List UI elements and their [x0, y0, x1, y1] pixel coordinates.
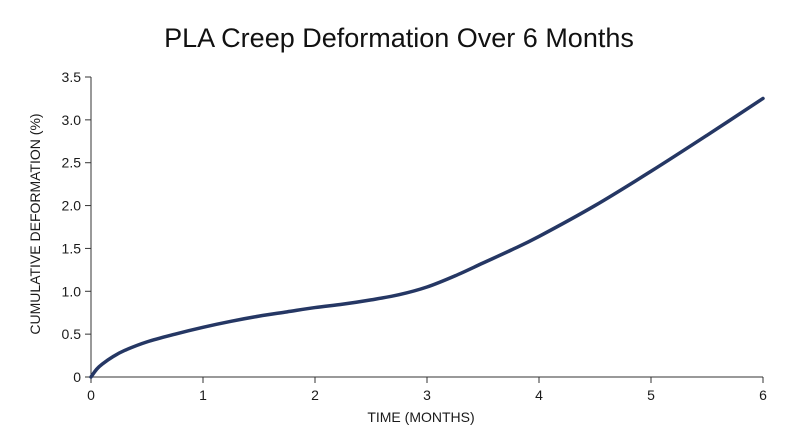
- x-tick-label: 1: [199, 387, 207, 403]
- series-line: [89, 96, 765, 379]
- y-axis-ticks: 0 0.5 1.0 1.5 2.0 2.5 3.0 3.5: [62, 69, 91, 385]
- x-tick-label: 3: [423, 387, 431, 403]
- x-tick-label: 5: [647, 387, 655, 403]
- x-tick-label: 2: [311, 387, 319, 403]
- x-tick-label: 4: [535, 387, 543, 403]
- y-tick-label: 0: [73, 369, 81, 385]
- x-tick-label: 0: [87, 387, 95, 403]
- x-axis-label: TIME (MONTHS): [367, 409, 474, 425]
- y-tick-label: 2.5: [62, 155, 82, 171]
- y-tick-label: 0.5: [62, 326, 82, 342]
- x-axis-ticks: 0 1 2 3 4 5 6: [87, 377, 767, 403]
- y-axis-label: CUMULATIVE DEFORMATION (%): [27, 113, 43, 334]
- x-tick-label: 6: [759, 387, 767, 403]
- chart-title: PLA Creep Deformation Over 6 Months: [164, 23, 634, 53]
- y-tick-label: 2.0: [62, 198, 82, 214]
- y-tick-label: 1.5: [62, 240, 82, 256]
- y-tick-label: 3.0: [62, 112, 82, 128]
- y-tick-label: 1.0: [62, 283, 82, 299]
- y-tick-label: 3.5: [62, 69, 82, 85]
